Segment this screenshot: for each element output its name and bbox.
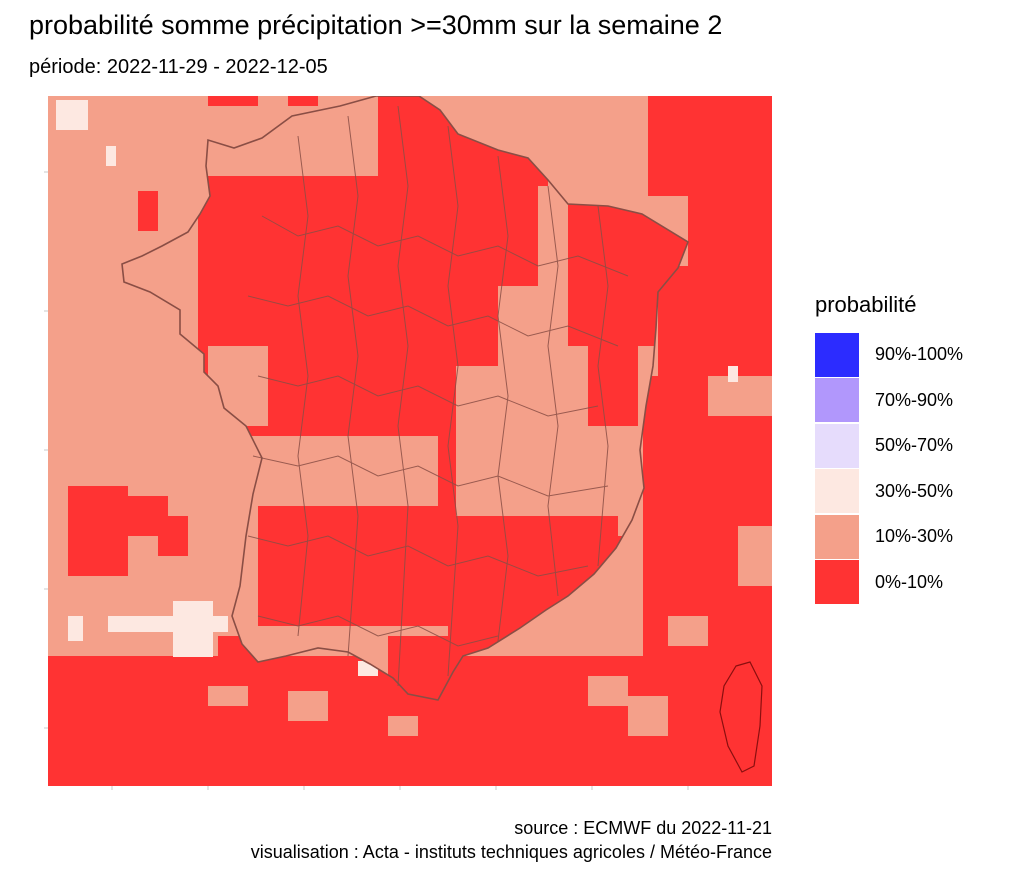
legend-swatch (815, 423, 859, 468)
source-caption: source : ECMWF du 2022-11-21 (514, 818, 772, 838)
legend-label: 90%-100% (875, 344, 964, 365)
probability-map (48, 96, 772, 786)
legend-item-90-100: 90%-100% (815, 332, 963, 378)
legend-item-10-30: 10%-30% (815, 514, 963, 560)
legend-label: 70%-90% (875, 389, 954, 410)
legend-item-0-10: 0%-10% (815, 560, 963, 606)
legend: probabilité 90%-100% 70%-90% 50%-70% 30%… (815, 292, 963, 605)
legend-label: 50%-70% (875, 435, 954, 456)
map-svg (48, 96, 772, 786)
legend-title: probabilité (815, 292, 917, 317)
offshore-red-zones (48, 96, 772, 786)
legend-swatch (815, 469, 859, 514)
legend-item-70-90: 70%-90% (815, 378, 963, 424)
chart-subtitle: période: 2022-11-29 - 2022-12-05 (29, 56, 328, 78)
department-borders (247, 105, 629, 687)
legend-label: 10%-30% (875, 526, 954, 547)
legend-swatch (815, 332, 859, 377)
legend-swatch (815, 560, 859, 605)
legend-label: 0%-10% (875, 571, 944, 592)
legend-swatch (815, 378, 859, 423)
legend-label: 30%-50% (875, 480, 954, 501)
legend-swatch (815, 514, 859, 559)
visualisation-caption: visualisation : Acta - instituts techniq… (250, 842, 772, 862)
chart-title: probabilité somme précipitation >=30mm s… (29, 10, 723, 40)
corsica (719, 661, 763, 773)
legend-item-30-50: 30%-50% (815, 469, 963, 515)
legend-item-50-70: 50%-70% (815, 423, 963, 469)
